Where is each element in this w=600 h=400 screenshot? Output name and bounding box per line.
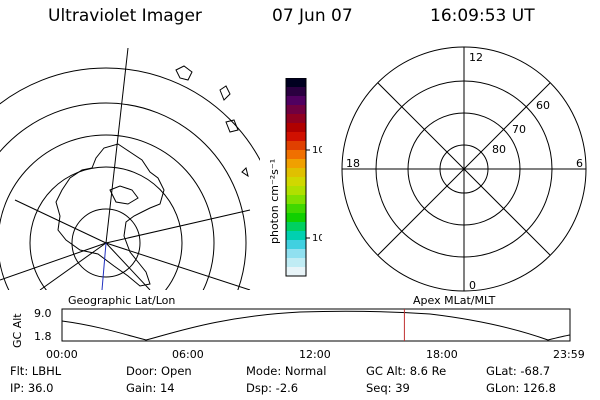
mlt-label-18: 18 xyxy=(346,157,360,170)
lat-circle-5 xyxy=(0,67,260,162)
y-tick-1-8: 1.8 xyxy=(34,330,52,343)
polar-plot: 12 0 18 6 60 70 80 xyxy=(341,46,587,292)
colorbar-cell xyxy=(286,240,306,250)
x-tick-0600: 06:00 xyxy=(172,348,204,361)
colorbar-tick-100: 100 xyxy=(312,145,322,156)
colorbar-cell xyxy=(286,195,306,205)
colorbar-cell xyxy=(286,123,306,133)
colorbar-cell xyxy=(286,141,306,151)
coastline xyxy=(55,143,165,287)
mlt-label-6: 6 xyxy=(576,157,583,170)
info-filter: Flt: LBHL xyxy=(10,364,62,378)
x-tick-1800: 18:00 xyxy=(426,348,458,361)
app-title: Ultraviolet Imager xyxy=(48,6,202,26)
colorbar-cell xyxy=(286,105,306,115)
lat-circle-4 xyxy=(0,102,247,290)
polar-panel-label: Apex MLat/MLT xyxy=(413,294,496,307)
mlat-label-80: 80 xyxy=(492,143,506,156)
timeline-frame xyxy=(61,308,571,342)
colorbar-cell xyxy=(286,114,306,124)
colorbar-cell xyxy=(286,87,306,97)
colorbar-unit-label: photon cm⁻²s⁻¹ xyxy=(268,159,281,244)
geographic-map-panel xyxy=(0,47,260,290)
info-glon: GLon: 126.8 xyxy=(486,381,556,395)
mlat-label-70: 70 xyxy=(512,123,526,136)
time-display: 16:09:53 UT xyxy=(430,6,535,26)
lat-circle-1 xyxy=(71,208,141,278)
colorbar-cell xyxy=(286,249,306,259)
colorbar-tick-10: 10 xyxy=(312,233,322,244)
colorbar-cell xyxy=(286,96,306,106)
colorbar-cell xyxy=(286,159,306,169)
y-tick-9: 9.0 xyxy=(34,307,52,320)
info-gain: Gain: 14 xyxy=(126,381,175,395)
gc-altitude-timeline: GC Alt 9.0 1.8 00:00 06:00 12:00 18:00 2… xyxy=(11,307,585,361)
colorbar-cell xyxy=(286,258,306,268)
colorbar-cell xyxy=(286,186,306,196)
colorbar: 100 10 photon cm⁻²s⁻¹ xyxy=(268,78,322,277)
info-gc-alt: GC Alt: 8.6 Re xyxy=(366,364,447,378)
date-display: 07 Jun 07 xyxy=(272,6,353,26)
info-ip: IP: 36.0 xyxy=(10,381,54,395)
colorbar-cell xyxy=(286,150,306,160)
colorbar-cell xyxy=(286,168,306,178)
timeline-y-title: GC Alt xyxy=(11,313,24,348)
info-dsp: Dsp: -2.6 xyxy=(246,381,299,395)
info-glat: GLat: -68.7 xyxy=(486,364,551,378)
colorbar-cell xyxy=(286,177,306,187)
lat-circle-2 xyxy=(29,166,183,290)
colorbar-cell xyxy=(286,78,306,88)
mlt-label-0: 0 xyxy=(469,279,476,292)
mlt-label-12: 12 xyxy=(469,51,483,64)
geo-panel-label: Geographic Lat/Lon xyxy=(68,294,176,307)
colorbar-cell xyxy=(286,222,306,232)
colorbar-cell xyxy=(286,213,306,223)
colorbar-cell xyxy=(286,132,306,142)
colorbar-cell xyxy=(286,204,306,214)
mlat-label-60: 60 xyxy=(536,99,550,112)
x-tick-1200: 12:00 xyxy=(299,348,331,361)
info-door: Door: Open xyxy=(126,364,192,378)
altitude-curve xyxy=(61,310,571,341)
colorbar-cell xyxy=(286,267,306,277)
x-tick-0000: 00:00 xyxy=(46,348,78,361)
colorbar-cell xyxy=(286,231,306,241)
lat-circle-3 xyxy=(0,134,215,290)
info-mode: Mode: Normal xyxy=(246,364,327,378)
info-seq: Seq: 39 xyxy=(366,381,410,395)
x-tick-2359: 23:59 xyxy=(553,348,585,361)
